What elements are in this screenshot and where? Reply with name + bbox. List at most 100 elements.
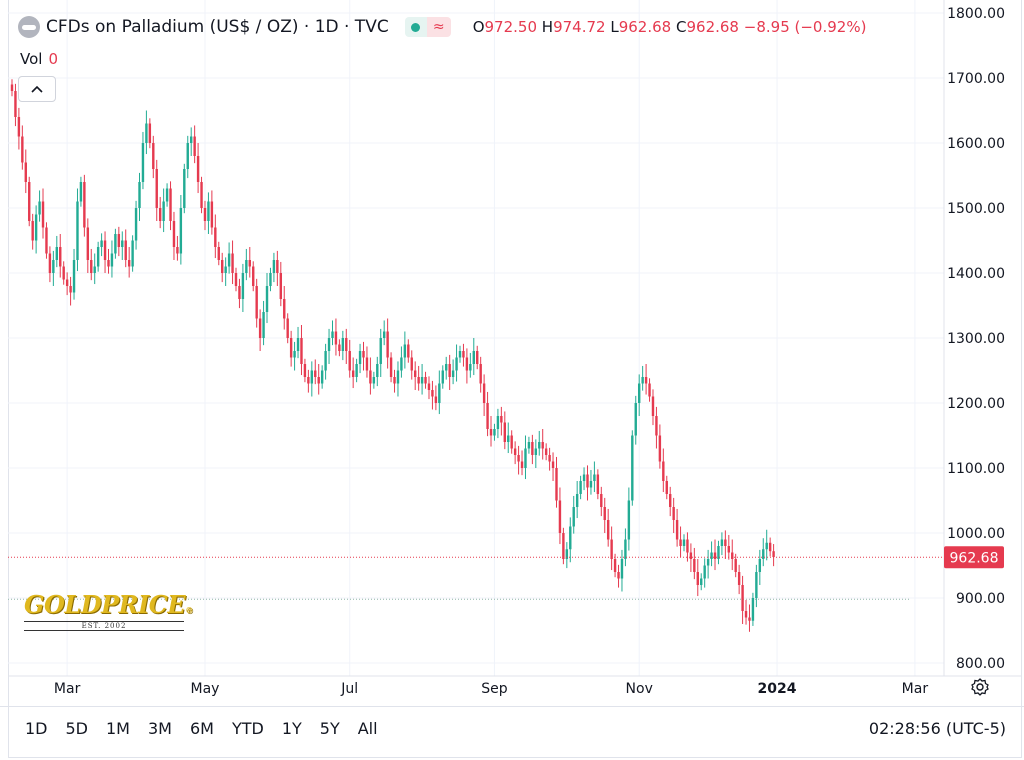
- candle-body: [620, 559, 624, 579]
- range-5y[interactable]: 5Y: [319, 719, 340, 738]
- candle-body: [631, 435, 634, 501]
- candle-body: [762, 549, 765, 559]
- candle-body: [503, 422, 507, 442]
- x-tick-label: Mar: [902, 681, 929, 697]
- y-tick-label: 1300.00: [947, 331, 1005, 347]
- candle-body: [644, 377, 648, 384]
- range-1y[interactable]: 1Y: [281, 719, 302, 738]
- candle-body: [48, 253, 52, 273]
- symbol-title[interactable]: CFDs on Palladium (US$ / OZ) · 1D · TVC: [46, 17, 389, 37]
- candle-body: [272, 260, 276, 273]
- candle-body: [369, 370, 372, 384]
- candle-body: [772, 551, 775, 558]
- candle-body: [731, 552, 734, 559]
- candle-body: [679, 539, 682, 546]
- candle-body: [662, 461, 665, 481]
- candle-body: [355, 364, 358, 377]
- candle-body: [55, 247, 59, 260]
- candle-body: [107, 260, 110, 267]
- candle-body: [658, 435, 662, 462]
- candle-body: [627, 500, 631, 540]
- candle-body: [427, 383, 431, 390]
- range-all[interactable]: All: [357, 719, 378, 738]
- y-tick-label: 1100.00: [947, 461, 1005, 477]
- x-tick-label: Jul: [340, 681, 358, 697]
- candle-body: [665, 481, 668, 494]
- candle-body: [41, 201, 45, 228]
- candle-body: [755, 572, 758, 598]
- candle-body: [572, 507, 575, 527]
- candle-body: [45, 227, 48, 254]
- candle-body: [541, 442, 544, 449]
- settings-icon[interactable]: [970, 677, 990, 697]
- candle-body: [641, 377, 644, 384]
- candle-body: [300, 338, 303, 364]
- candle-body: [624, 539, 627, 559]
- candle-body: [162, 201, 165, 221]
- range-1m[interactable]: 1M: [106, 719, 130, 738]
- x-tick-label: 2024: [758, 681, 797, 697]
- candle-body: [579, 481, 582, 494]
- candle-body: [451, 370, 455, 377]
- candle-body: [524, 448, 527, 468]
- range-ytd[interactable]: YTD: [231, 719, 264, 738]
- candle-body: [748, 617, 751, 621]
- candle-body: [417, 377, 420, 384]
- price-chart[interactable]: 800.00 900.00 1000.00 1100.00 1200.00 1300.00…: [0, 0, 1024, 706]
- candle-body: [386, 331, 389, 358]
- candle-body: [21, 136, 24, 163]
- market-status-pill[interactable]: ≈: [404, 17, 451, 37]
- candle-body: [706, 559, 710, 566]
- y-tick-label: 1000.00: [947, 526, 1005, 542]
- range-3m[interactable]: 3M: [147, 719, 172, 738]
- candle-body: [376, 364, 379, 377]
- candle-body: [407, 344, 410, 358]
- candle-body: [562, 533, 565, 559]
- x-tick-label: Mar: [54, 681, 81, 697]
- range-selector: 1D 5D 1M 3M 6M YTD 1Y 5Y All: [16, 719, 387, 738]
- goldprice-logo: GOLDPRICE® EST. 2002: [24, 590, 193, 631]
- candle-body: [224, 266, 227, 273]
- candle-body: [276, 260, 279, 273]
- candle-body: [131, 240, 134, 267]
- candle-body: [565, 549, 569, 559]
- candle-body: [403, 344, 407, 358]
- candle-body: [52, 260, 55, 273]
- candle-body: [589, 481, 593, 488]
- candle-body: [648, 383, 651, 397]
- candle-body: [617, 572, 620, 579]
- candle-body: [169, 188, 172, 221]
- candle-body: [479, 364, 482, 384]
- candle-body: [606, 520, 610, 540]
- range-6m[interactable]: 6M: [189, 719, 214, 738]
- collapse-legend-button[interactable]: [18, 76, 56, 102]
- candle-body: [245, 260, 248, 273]
- candle-body: [103, 240, 107, 260]
- candle-body: [345, 338, 348, 351]
- candle-body: [765, 542, 768, 550]
- range-1d[interactable]: 1D: [25, 719, 48, 738]
- candle-body: [341, 338, 345, 351]
- candle-body: [62, 266, 65, 280]
- timezone-clock[interactable]: 02:28:56 (UTC-5): [868, 719, 1006, 738]
- candle-body: [265, 286, 269, 312]
- candle-body: [320, 370, 324, 384]
- candle-body: [193, 136, 196, 156]
- candle-body: [438, 383, 441, 403]
- candle-body: [165, 188, 169, 202]
- last-price-badge: [944, 546, 1004, 569]
- candle-body: [500, 416, 503, 423]
- candle-body: [496, 416, 500, 429]
- range-5d[interactable]: 5D: [65, 719, 89, 738]
- candle-body: [558, 500, 562, 533]
- candle-body: [117, 234, 121, 247]
- candle-body: [334, 331, 338, 345]
- candle-body: [86, 227, 90, 260]
- candle-body: [610, 539, 613, 559]
- candle-body: [255, 286, 258, 319]
- candle-body: [28, 182, 31, 221]
- candle-body: [507, 435, 510, 442]
- candle-body: [424, 377, 427, 384]
- candle-body: [365, 357, 369, 371]
- candle-body: [283, 299, 286, 319]
